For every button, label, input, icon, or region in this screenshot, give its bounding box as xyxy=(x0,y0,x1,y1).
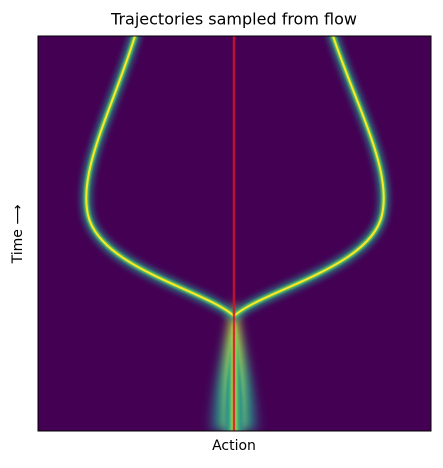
plot-area xyxy=(38,36,431,431)
trajectories xyxy=(80,36,390,322)
chart-title: Trajectories sampled from flow xyxy=(110,10,357,29)
x-axis-label: Action xyxy=(212,438,256,454)
plot-frame xyxy=(37,35,432,432)
y-axis-label: Time ⟶ xyxy=(10,205,26,265)
